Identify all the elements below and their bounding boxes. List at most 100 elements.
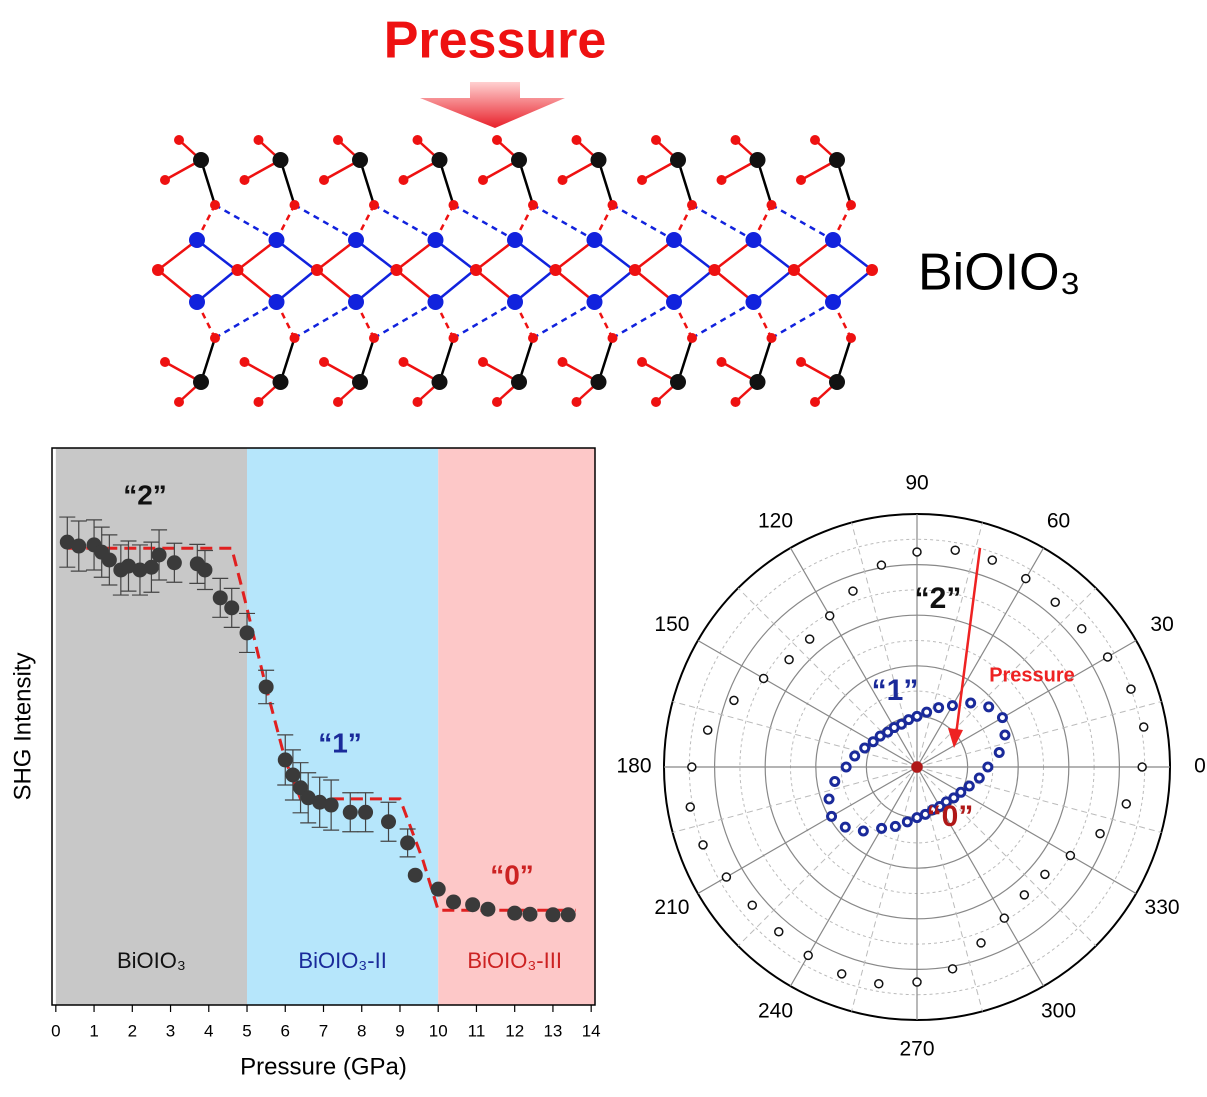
atom (348, 294, 364, 310)
atom (766, 333, 777, 343)
bond (293, 203, 357, 242)
bond (316, 269, 357, 303)
x-tick-label: 2 (128, 1021, 137, 1040)
data-point (300, 790, 316, 806)
atom (319, 357, 329, 367)
bond (157, 269, 198, 303)
atom (571, 135, 582, 145)
pressure-annotation: Pressure (989, 664, 1075, 686)
atom (272, 374, 289, 390)
polar-point (1021, 573, 1031, 584)
atom (398, 175, 409, 185)
polar-point (758, 673, 769, 684)
polar-point (829, 775, 841, 787)
atom (189, 294, 205, 310)
bond (316, 239, 357, 271)
x-axis-label: Pressure (GPa) (240, 1053, 407, 1080)
atom (866, 264, 878, 276)
polar-point (823, 793, 835, 805)
angle-label: 300 (1041, 1000, 1076, 1023)
atom (796, 357, 806, 367)
atom (511, 374, 527, 390)
bond (196, 239, 237, 271)
bond (434, 269, 476, 303)
atom (189, 232, 205, 248)
bond (293, 300, 357, 340)
bond (275, 269, 317, 303)
atom (193, 374, 209, 390)
atom (749, 374, 766, 390)
atom (708, 264, 721, 276)
polar-point (867, 736, 879, 748)
polar-point (919, 808, 931, 820)
bond (395, 269, 437, 303)
atom (507, 232, 523, 248)
y-axis-label: SHG Intensity (9, 652, 36, 800)
atom (369, 333, 379, 343)
polar-point (849, 750, 861, 762)
atom (478, 357, 488, 367)
polar-point (857, 825, 869, 837)
atom (730, 135, 741, 145)
atom (352, 374, 368, 390)
atom (390, 264, 403, 276)
atom (174, 135, 184, 145)
angle-label: 210 (654, 896, 689, 919)
atom (289, 200, 300, 210)
atom (745, 294, 762, 310)
polar-point (946, 700, 958, 712)
polar-point (933, 702, 945, 714)
bond (514, 239, 555, 271)
bond (793, 269, 834, 303)
bond (452, 300, 516, 340)
x-tick-label: 9 (395, 1021, 404, 1040)
polar-point (1040, 869, 1050, 880)
bond (611, 203, 675, 242)
data-point (239, 625, 255, 641)
bond (355, 269, 396, 303)
atom (788, 264, 800, 276)
data-point (224, 600, 240, 616)
data-point (197, 562, 213, 578)
polar-point (687, 762, 697, 772)
angular-grid (916, 547, 1045, 768)
x-tick-label: 4 (204, 1021, 213, 1040)
x-tick-label: 8 (357, 1021, 366, 1040)
polar-point (982, 761, 994, 773)
atom (549, 264, 562, 276)
atom (253, 135, 264, 145)
data-point (212, 590, 228, 606)
atom (492, 397, 502, 407)
x-tick-label: 5 (242, 1021, 251, 1040)
polar-point (912, 977, 922, 987)
atom (431, 152, 448, 168)
annotation: “0” (490, 859, 534, 890)
atom (160, 357, 170, 367)
polar-point (836, 969, 847, 979)
angle-label: 60 (1047, 509, 1070, 532)
polar-point (950, 545, 960, 555)
atom (412, 397, 423, 407)
polar-point (698, 840, 708, 850)
polar-point (747, 900, 758, 910)
data-point (407, 867, 423, 883)
polar-point (840, 761, 852, 773)
pressure-arrowhead (948, 728, 963, 748)
atom (311, 264, 323, 276)
polar-point (901, 816, 913, 828)
angle-label: 90 (905, 472, 928, 495)
x-tick-label: 7 (319, 1021, 328, 1040)
polar-point (889, 820, 901, 832)
polar-point (903, 714, 915, 726)
atom (666, 294, 682, 310)
polar-point (1065, 850, 1076, 861)
polar-point (921, 706, 933, 718)
atom (398, 357, 409, 367)
x-tick-label: 6 (281, 1021, 290, 1040)
atom (670, 152, 686, 168)
polar-point (963, 780, 975, 792)
angle-label: 270 (899, 1038, 934, 1061)
angular-grid-minor (916, 522, 983, 768)
polar-point (987, 555, 998, 565)
